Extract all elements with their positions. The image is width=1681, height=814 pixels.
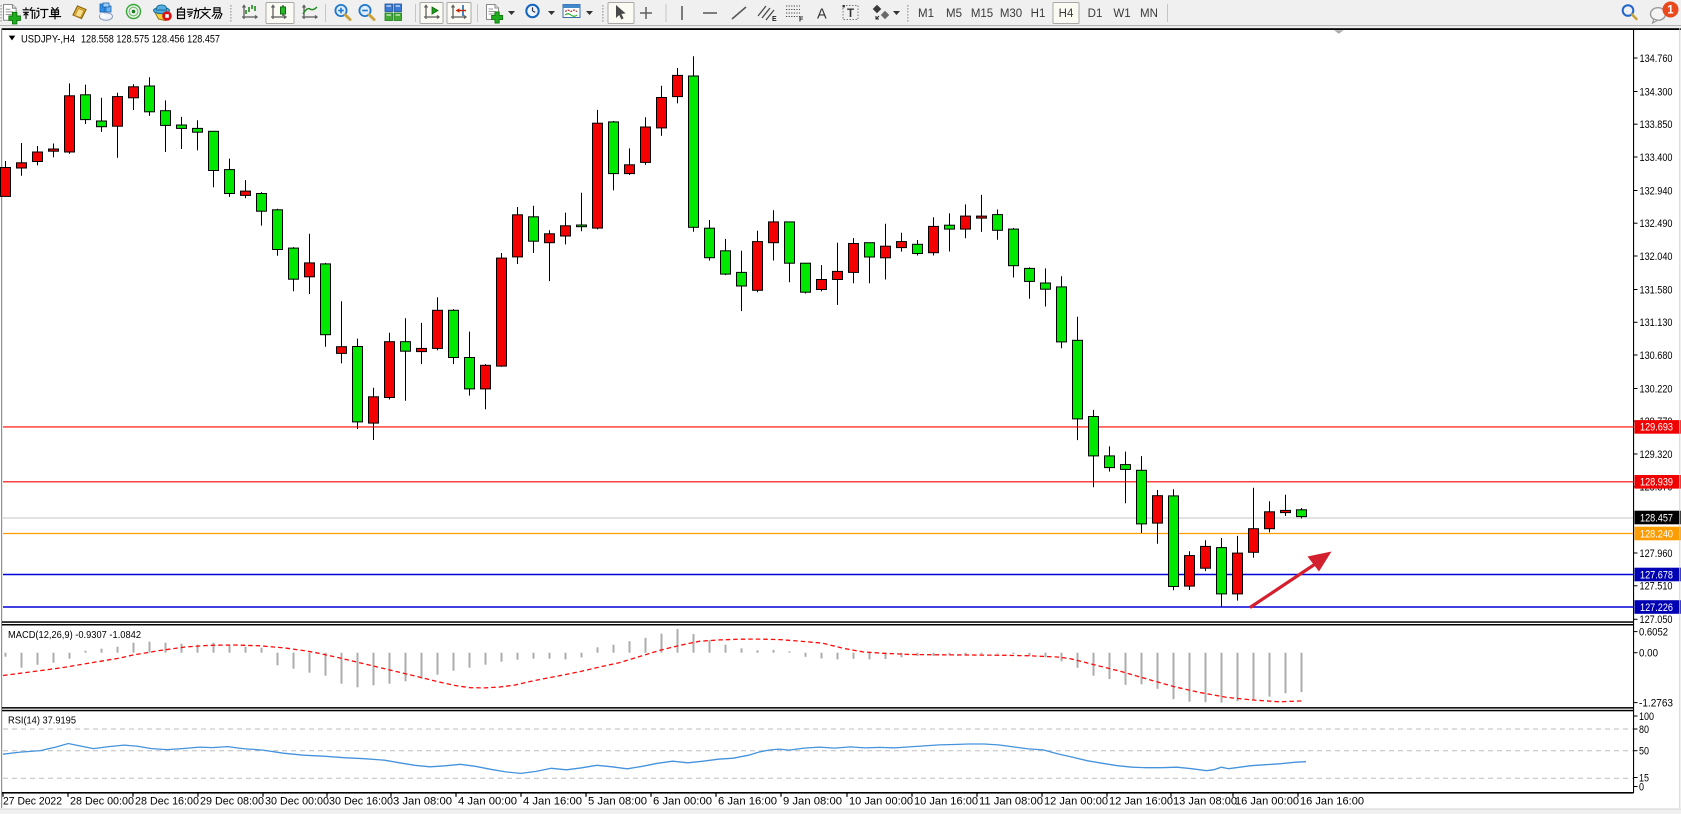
svg-text:129.693: 129.693 [1640, 422, 1673, 434]
svg-text:H4: H4 [1059, 8, 1074, 20]
svg-text:M15: M15 [971, 8, 993, 20]
svg-text:132.490: 132.490 [1640, 218, 1673, 230]
svg-text:130.680: 130.680 [1640, 350, 1673, 362]
svg-text:127.510: 127.510 [1640, 581, 1673, 593]
svg-text:133.850: 133.850 [1640, 119, 1673, 131]
svg-text:3 Jan 08:00: 3 Jan 08:00 [393, 796, 452, 808]
svg-text:16 Jan 00:00: 16 Jan 00:00 [1235, 796, 1299, 808]
svg-text:M5: M5 [946, 8, 962, 20]
svg-text:10 Jan 00:00: 10 Jan 00:00 [849, 796, 913, 808]
svg-text:134.300: 134.300 [1640, 86, 1673, 98]
svg-text:134.760: 134.760 [1640, 53, 1673, 65]
svg-text:128.457: 128.457 [1640, 512, 1673, 524]
svg-text:132.040: 132.040 [1640, 251, 1673, 263]
svg-text:127.960: 127.960 [1640, 548, 1673, 560]
svg-text:M1: M1 [918, 8, 934, 20]
svg-text:USDJPY-,H4: USDJPY-,H4 [21, 33, 75, 45]
svg-text:28 Dec 00:00: 28 Dec 00:00 [70, 796, 134, 808]
svg-text:D1: D1 [1088, 8, 1103, 20]
svg-text:15: 15 [1639, 772, 1649, 784]
svg-text:129.320: 129.320 [1640, 449, 1673, 461]
svg-text:10 Jan 16:00: 10 Jan 16:00 [914, 796, 978, 808]
svg-text:M30: M30 [1000, 8, 1022, 20]
svg-text:29 Dec 08:00: 29 Dec 08:00 [200, 796, 264, 808]
svg-text:133.400: 133.400 [1640, 152, 1673, 164]
svg-text:128.240: 128.240 [1640, 528, 1673, 540]
svg-text:MACD(12,26,9) -0.9307 -1.0842: MACD(12,26,9) -0.9307 -1.0842 [8, 629, 141, 641]
svg-text:MN: MN [1140, 8, 1158, 20]
svg-text:T: T [847, 8, 854, 20]
svg-text:0.00: 0.00 [1639, 648, 1658, 660]
svg-text:5 Jan 08:00: 5 Jan 08:00 [588, 796, 647, 808]
svg-text:4 Jan 00:00: 4 Jan 00:00 [458, 796, 517, 808]
svg-text:13 Jan 08:00: 13 Jan 08:00 [1173, 796, 1237, 808]
svg-text:W1: W1 [1113, 8, 1130, 20]
svg-text:100: 100 [1639, 711, 1654, 723]
svg-text:E: E [772, 16, 777, 23]
svg-text:A: A [817, 7, 827, 23]
svg-text:16 Jan 16:00: 16 Jan 16:00 [1300, 796, 1364, 808]
svg-text:30 Dec 00:00: 30 Dec 00:00 [265, 796, 329, 808]
svg-text:127.050: 127.050 [1640, 614, 1673, 626]
svg-text:27 Dec 2022: 27 Dec 2022 [3, 796, 62, 808]
svg-text:F: F [799, 17, 804, 24]
svg-text:4 Jan 16:00: 4 Jan 16:00 [523, 796, 582, 808]
svg-text:80: 80 [1639, 724, 1649, 736]
svg-text:H1: H1 [1031, 8, 1046, 20]
svg-text:128.558 128.575 128.456 128.45: 128.558 128.575 128.456 128.457 [81, 33, 220, 45]
svg-text:1: 1 [1667, 5, 1674, 17]
svg-text:6 Jan 16:00: 6 Jan 16:00 [718, 796, 777, 808]
svg-text:-1.2763: -1.2763 [1639, 697, 1673, 709]
svg-text:132.940: 132.940 [1640, 185, 1673, 197]
svg-text:9 Jan 08:00: 9 Jan 08:00 [783, 796, 842, 808]
svg-text:11 Jan 08:00: 11 Jan 08:00 [979, 796, 1043, 808]
svg-text:6 Jan 00:00: 6 Jan 00:00 [653, 796, 712, 808]
svg-text:128.939: 128.939 [1640, 477, 1673, 489]
svg-text:RSI(14) 37.9195: RSI(14) 37.9195 [8, 715, 76, 727]
svg-text:127.678: 127.678 [1640, 569, 1673, 581]
svg-text:0.6052: 0.6052 [1639, 626, 1668, 638]
svg-text:130.220: 130.220 [1640, 383, 1673, 395]
svg-text:12 Jan 00:00: 12 Jan 00:00 [1044, 796, 1108, 808]
svg-text:50: 50 [1639, 746, 1649, 758]
svg-text:12 Jan 16:00: 12 Jan 16:00 [1109, 796, 1173, 808]
svg-text:28 Dec 16:00: 28 Dec 16:00 [135, 796, 199, 808]
svg-text:30 Dec 16:00: 30 Dec 16:00 [329, 796, 393, 808]
svg-text:131.130: 131.130 [1640, 317, 1673, 329]
svg-text:127.226: 127.226 [1640, 602, 1673, 614]
svg-text:131.580: 131.580 [1640, 284, 1673, 296]
svg-text:0: 0 [1639, 781, 1644, 793]
